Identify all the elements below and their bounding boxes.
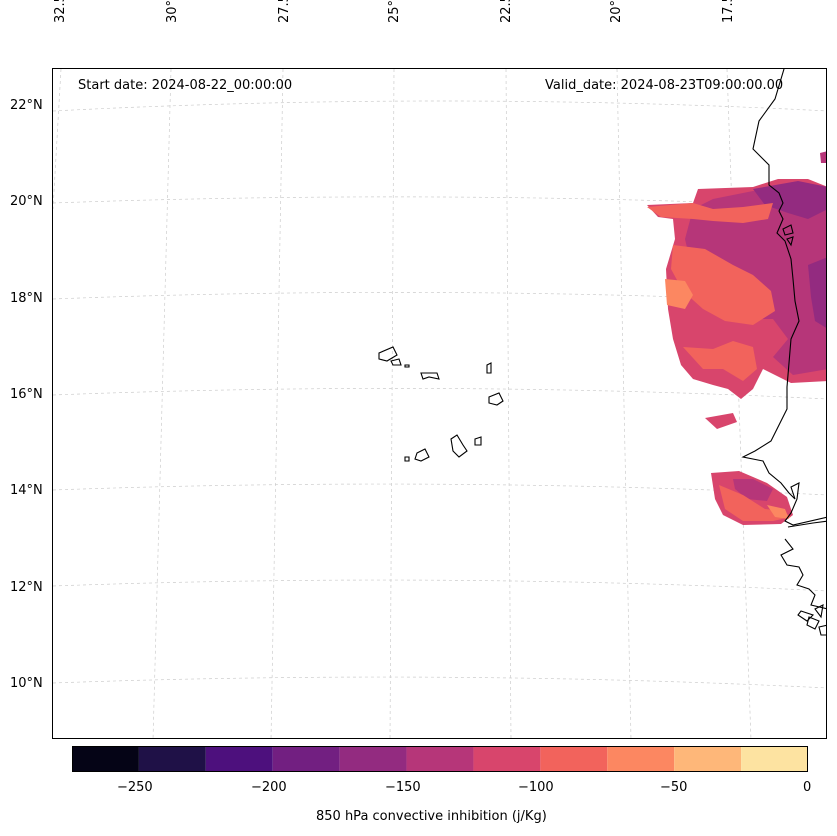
- cin-field-west-tip: [705, 413, 737, 429]
- colorbar-swatch-0: [72, 746, 139, 772]
- colorbar-title: 850 hPa convective inhibition (j/Kg): [316, 809, 547, 824]
- island-sal: [486, 362, 492, 374]
- lat-label-14n: 14°N: [10, 483, 43, 498]
- cin-field-south-peak: [767, 505, 789, 519]
- parallel-14n: [53, 483, 826, 496]
- island-fogo: [414, 448, 430, 462]
- meridian-17-5w: [726, 69, 752, 738]
- parallel-22n: [53, 100, 826, 112]
- colorbar-tick-minus-200: −200: [251, 780, 287, 795]
- cin-field-mid: [683, 341, 757, 381]
- lon-label-32-5w: 32.5°W: [53, 0, 68, 23]
- island-santiago: [450, 434, 468, 458]
- cin-field-north-upper: [647, 203, 773, 223]
- cin-field-north-dark: [753, 181, 826, 219]
- colorbar-tick-minus-100: −100: [518, 780, 554, 795]
- lon-label-17-5w: 17.5°W: [721, 0, 736, 23]
- map-canvas: [53, 69, 826, 738]
- lon-label-27-5w: 27.5°W: [277, 0, 292, 23]
- parallel-16n: [53, 388, 826, 400]
- island-santo-antao: [378, 346, 398, 362]
- colorbar-swatch-6: [473, 746, 541, 772]
- lat-label-16n: 16°N: [10, 387, 43, 402]
- coastlines: [378, 69, 826, 636]
- lat-label-20n: 20°N: [10, 194, 43, 209]
- meridian-30w: [152, 69, 172, 738]
- island-brava: [404, 456, 410, 462]
- island-santa-luzia: [404, 364, 410, 368]
- colorbar-swatch-1: [138, 746, 206, 772]
- colorbar: [72, 746, 808, 772]
- coastline-guinea-islands: [806, 616, 826, 636]
- colorbar-tick-minus-250: −250: [117, 780, 153, 795]
- meridian-32-5w: [53, 69, 62, 210]
- lon-label-25w: 25°W: [387, 0, 402, 23]
- cin-field-east-edge: [820, 151, 826, 163]
- island-sao-nicolau: [420, 372, 440, 380]
- cin-field-north-peak: [665, 279, 693, 309]
- cin-field-north-high: [671, 245, 775, 325]
- lon-label-22-5w: 22.5°W: [499, 0, 514, 23]
- colorbar-swatches: [72, 746, 808, 772]
- graticule: [53, 69, 826, 738]
- island-sao-vicente: [390, 358, 402, 366]
- meridian-20w: [616, 69, 632, 738]
- colorbar-swatch-8: [607, 746, 675, 772]
- lat-label-18n: 18°N: [10, 291, 43, 306]
- colorbar-swatch-10: [741, 746, 808, 772]
- coastline-gambia-guinea: [780, 520, 826, 622]
- colorbar-swatch-3: [272, 746, 340, 772]
- meridian-25w: [389, 69, 395, 738]
- island-maio: [474, 436, 482, 446]
- lat-label-10n: 10°N: [10, 676, 43, 691]
- parallel-12n: [53, 579, 826, 592]
- lon-label-20w: 20°W: [609, 0, 624, 23]
- meridian-27-5w: [270, 69, 284, 738]
- colorbar-frame: [72, 746, 808, 772]
- colorbar-tick-0: 0: [803, 780, 812, 795]
- coastline-west-africa: [741, 69, 826, 526]
- valid-date-label: Valid_date: 2024-08-23T09:00:00.00: [545, 78, 784, 93]
- coastline-gulf-upper: [782, 224, 794, 247]
- colorbar-swatch-2: [205, 746, 273, 772]
- lat-label-12n: 12°N: [10, 580, 43, 595]
- map-panel[interactable]: [52, 68, 827, 739]
- meridian-22-5w: [505, 69, 512, 738]
- colorbar-swatch-4: [339, 746, 407, 772]
- colorbar-swatch-7: [540, 746, 608, 772]
- colorbar-swatch-5: [406, 746, 474, 772]
- parallel-10n: [53, 676, 826, 689]
- colorbar-tick-minus-150: −150: [385, 780, 421, 795]
- colorbar-tick-minus-50: −50: [660, 780, 688, 795]
- island-boa-vista: [488, 392, 504, 406]
- cin-field-north-dark-2: [808, 257, 826, 328]
- lon-label-30w: 30°W: [165, 0, 180, 23]
- colorbar-swatch-9: [674, 746, 742, 772]
- start-date-label: Start date: 2024-08-22_00:00:00: [78, 78, 293, 93]
- lat-label-22n: 22°N: [10, 98, 43, 113]
- cin-contours: [647, 151, 826, 525]
